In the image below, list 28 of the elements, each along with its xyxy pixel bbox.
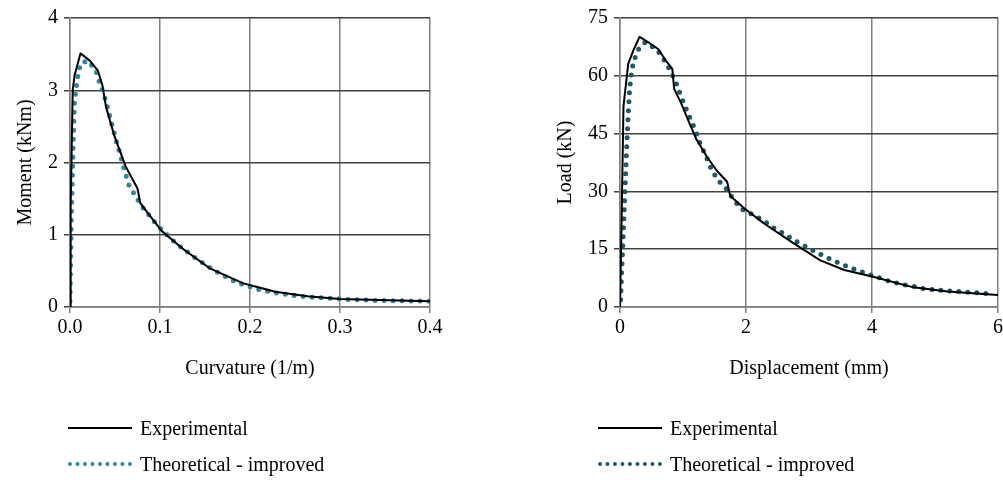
x-tick-label: 4 — [867, 315, 877, 338]
x-tick-label: 2 — [741, 315, 751, 338]
x-axis-title: Displacement (mm) — [729, 356, 889, 380]
legend-label: Experimental — [140, 416, 248, 440]
legend-label: Experimental — [670, 416, 778, 440]
y-axis-title: Load (kN) — [553, 120, 577, 205]
y-tick-label: 75 — [588, 5, 608, 28]
x-tick-label: 0.3 — [327, 315, 353, 338]
y-tick-label: 15 — [588, 236, 608, 259]
legend-label: Theoretical - improved — [140, 452, 325, 476]
x-tick-label: 0.1 — [147, 315, 173, 338]
legend-label: Theoretical - improved — [670, 452, 855, 476]
y-tick-label: 3 — [48, 77, 58, 100]
y-tick-label: 0 — [598, 294, 608, 317]
x-tick-label: 0.2 — [237, 315, 263, 338]
y-axis-title: Moment (kNm) — [13, 99, 37, 226]
x-axis-title: Curvature (1/m) — [185, 356, 315, 380]
x-tick-label: 6 — [993, 315, 1003, 338]
y-tick-label: 2 — [48, 149, 58, 172]
x-tick-label: 0.0 — [57, 315, 83, 338]
y-tick-label: 1 — [48, 222, 58, 244]
x-tick-label: 0 — [615, 315, 625, 338]
y-tick-label: 0 — [48, 294, 58, 317]
x-tick-label: 0.4 — [417, 315, 443, 338]
y-tick-label: 4 — [48, 5, 58, 28]
y-tick-label: 60 — [588, 63, 608, 86]
y-tick-label: 45 — [588, 120, 608, 143]
y-tick-label: 30 — [588, 178, 608, 201]
